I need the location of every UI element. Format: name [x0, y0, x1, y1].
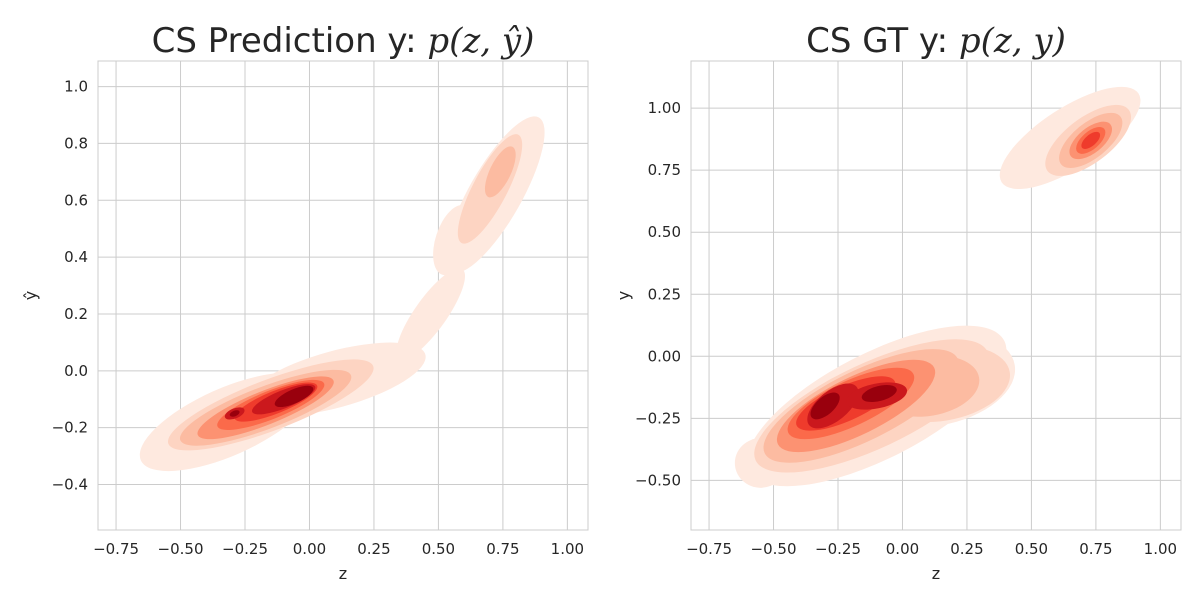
x-axis-label: z	[932, 564, 940, 583]
x-tick-label: 1.00	[1144, 540, 1177, 558]
x-tick-label: 0.25	[357, 540, 390, 558]
y-tick-label: −0.4	[52, 476, 88, 494]
contour-level-8	[810, 385, 897, 420]
y-tick-label: 0.00	[648, 347, 681, 365]
x-tick-label: 0.50	[1015, 540, 1048, 558]
y-tick-label: 0.50	[648, 223, 681, 241]
x-tick-label: −0.25	[815, 540, 861, 558]
density-blob	[810, 392, 840, 420]
y-tick-label: 0.4	[64, 248, 88, 266]
y-tick-label: 0.25	[648, 285, 681, 303]
y-tick-label: −0.25	[635, 409, 681, 427]
x-tick-label: 0.50	[422, 540, 455, 558]
y-axis-label: ŷ	[21, 291, 40, 300]
chart-title-math: p(z, y	[427, 21, 522, 61]
chart-panel-1: −0.75 −0.50 −0.25 0.00 0.25 0.50 0.75 1.00 −0.4 −…	[21, 21, 589, 583]
x-tick-label: 0.25	[950, 540, 983, 558]
density-blob	[1081, 131, 1101, 149]
x-tick-label: 0.75	[1079, 540, 1112, 558]
x-tick-label: 1.00	[551, 540, 584, 558]
x-axis-label: z	[339, 564, 347, 583]
y-tick-label: 1.0	[64, 78, 88, 96]
x-tick-label: 0.00	[293, 540, 326, 558]
chart-title-prefix: CS GT y:	[806, 21, 959, 61]
density-blob	[274, 385, 314, 408]
x-tick-label: −0.75	[93, 540, 139, 558]
chart-title-close: )	[520, 21, 534, 61]
y-tick-label: 0.75	[648, 161, 681, 179]
x-tick-label: −0.75	[686, 540, 732, 558]
y-axis-label: y	[614, 291, 633, 300]
chart-title-math: p(z, y)	[959, 21, 1066, 61]
y-tick-label: 0.0	[64, 362, 88, 380]
plot-frame	[690, 60, 1182, 531]
x-tick-label: 0.75	[486, 540, 519, 558]
chart-title: CS GT y: p(z, y)	[806, 21, 1066, 61]
y-tick-label: −0.50	[635, 471, 681, 489]
x-tick-label: 0.00	[886, 540, 919, 558]
x-tick-label: −0.50	[751, 540, 797, 558]
x-tick-label: −0.25	[222, 540, 268, 558]
plot-frame	[97, 60, 589, 531]
density-blob	[484, 146, 516, 198]
chart-panel-2: −0.75 −0.50 −0.25 0.00 0.25 0.50 0.75 1.00 −0.50…	[614, 21, 1182, 583]
y-tick-label: 0.2	[64, 305, 88, 323]
y-tick-label: 1.00	[648, 99, 681, 117]
x-tick-label: −0.50	[158, 540, 204, 558]
chart-title: CS Prediction y: p(z, ŷ)	[152, 21, 535, 61]
y-tick-label: 0.8	[64, 134, 88, 152]
density-blob	[229, 410, 240, 417]
density-contours	[139, 116, 545, 472]
y-tick-label: −0.2	[52, 419, 88, 437]
density-contours	[734, 86, 1141, 488]
density-blob	[396, 268, 466, 360]
y-tick-label: 0.6	[64, 191, 88, 209]
contour-level-8	[229, 385, 314, 417]
chart-title-prefix: CS Prediction y:	[152, 21, 428, 61]
density-blob	[861, 385, 897, 403]
